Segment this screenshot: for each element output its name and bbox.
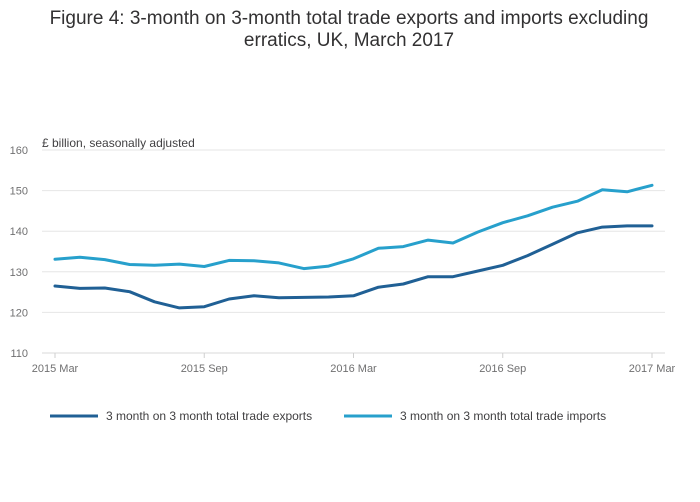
y-tick-label-120: 120 [10,307,28,319]
y-tick-label-160: 160 [10,145,28,157]
y-axis-ticks: 110 120 130 140 150 160 [10,145,28,360]
series-line-imports [53,183,654,271]
y-tick-label-140: 140 [10,226,28,238]
y-tick-label-130: 130 [10,267,28,279]
chart-title-line-1: Figure 4: 3-month on 3-month total trade… [50,8,649,29]
x-tick-label: 2015 Mar [32,363,79,375]
x-tick-label: 2016 Mar [330,363,377,375]
y-axis-unit-label: £ billion, seasonally adjusted [42,136,195,150]
x-axis: 2015 Mar 2015 Sep 2016 Mar 2016 Sep 2017 Mar [32,352,676,375]
series-line-exports [53,224,654,310]
x-tick-label: 2017 Mar [629,363,676,375]
series-lines [53,183,654,310]
legend: 3 month on 3 month total trade exports 3 … [50,409,606,423]
x-tick-label: 2016 Sep [479,363,526,375]
chart-title-line-2: erratics, UK, March 2017 [244,30,454,51]
x-tick-label: 2015 Sep [181,363,228,375]
y-tick-label-110: 110 [10,348,28,360]
legend-item-imports: 3 month on 3 month total trade imports [344,409,606,423]
y-tick-label-150: 150 [10,186,28,198]
legend-label: 3 month on 3 month total trade exports [106,409,312,423]
gridlines [42,149,665,313]
legend-label: 3 month on 3 month total trade imports [400,409,606,423]
legend-item-exports: 3 month on 3 month total trade exports [50,409,312,423]
